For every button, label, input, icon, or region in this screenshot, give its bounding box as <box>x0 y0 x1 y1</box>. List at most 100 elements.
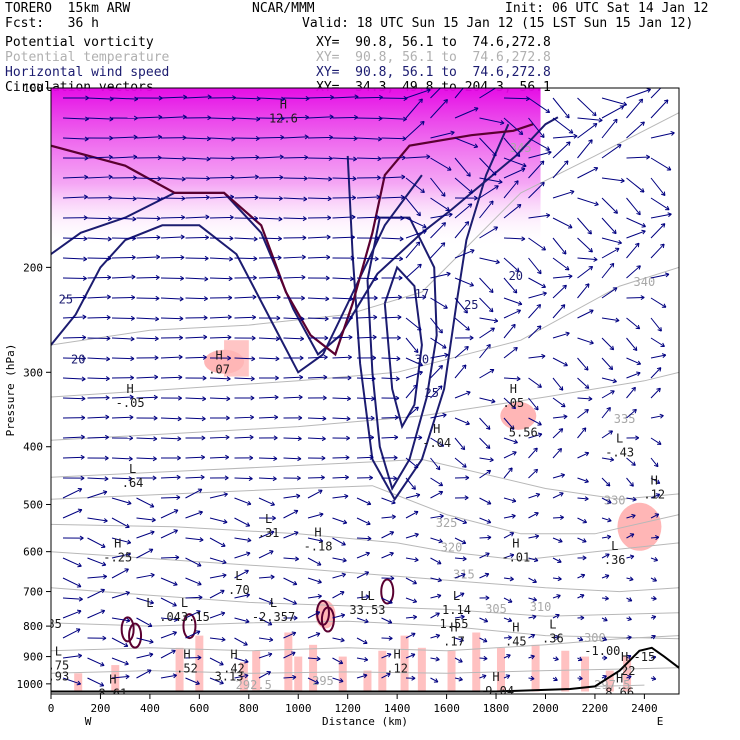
extremum-value: -9.04 <box>478 684 514 698</box>
circulation-vector <box>234 176 259 179</box>
circulation-vector <box>111 637 129 647</box>
vector-head <box>132 235 137 241</box>
circulation-vector <box>234 552 251 559</box>
extremum-value: .64 <box>122 476 144 490</box>
circulation-vector <box>332 657 343 664</box>
circulation-vector <box>283 437 302 440</box>
vector-head <box>448 212 453 218</box>
circulation-vector <box>479 297 494 313</box>
vector-head <box>199 537 204 543</box>
vector-head <box>206 156 211 162</box>
vector-head <box>570 189 575 195</box>
model-title: TORERO 15km ARW <box>5 1 131 16</box>
circulation-vector <box>552 304 566 319</box>
circulation-vector <box>503 168 526 179</box>
vector-head <box>461 364 467 369</box>
vector-head <box>371 396 376 402</box>
vector-head <box>220 611 226 617</box>
vector-head <box>154 355 159 361</box>
circulation-vector <box>503 636 512 639</box>
vector-head <box>180 254 185 260</box>
extremum-mark: H <box>109 673 116 687</box>
vector-head <box>345 455 350 461</box>
vector-head <box>245 592 250 598</box>
extremum-value: -.04 <box>422 436 451 450</box>
circulation-vector <box>405 632 416 639</box>
vector-head <box>443 99 448 104</box>
circulation-vector <box>111 217 137 220</box>
vector-head <box>123 642 129 648</box>
vector-head <box>77 487 83 493</box>
vector-head <box>564 266 570 271</box>
circulation-vector <box>160 417 182 420</box>
vector-head <box>578 636 584 642</box>
vector-head <box>635 435 640 441</box>
circulation-vector <box>405 317 422 331</box>
vector-head <box>173 581 178 586</box>
circulation-vector <box>87 97 114 100</box>
vector-head <box>154 336 159 342</box>
circulation-vector <box>528 655 535 659</box>
vector-head <box>108 174 113 180</box>
circulation-vector <box>430 437 444 447</box>
vector-head <box>555 613 560 619</box>
vector-head <box>328 155 333 161</box>
circulation-vector <box>479 257 500 264</box>
circulation-vector <box>528 355 546 359</box>
circulation-vector <box>430 491 443 499</box>
vector-head <box>459 637 464 643</box>
vector-head <box>325 296 330 302</box>
vector-head <box>177 416 182 422</box>
vector-head <box>492 151 497 157</box>
theta-contour <box>51 458 679 500</box>
vector-head <box>532 578 537 584</box>
vector-head <box>364 618 369 624</box>
vector-head <box>489 457 494 463</box>
circulation-vector <box>160 631 177 639</box>
circulation-vector <box>234 377 255 380</box>
circulation-vector <box>307 297 329 300</box>
circulation-vector <box>258 576 275 579</box>
vector-head <box>129 394 134 400</box>
circulation-vector <box>307 657 321 660</box>
vector-head <box>303 175 308 181</box>
circulation-vector <box>87 357 110 360</box>
vector-head <box>631 461 636 466</box>
circulation-vector <box>185 557 202 567</box>
vector-head <box>414 406 419 412</box>
circulation-vector <box>136 574 155 579</box>
vector-head <box>131 274 136 280</box>
vector-head <box>641 223 646 228</box>
vector-head <box>534 405 539 411</box>
init-time: Init: 06 UTC Sat 14 Jan 12 <box>505 1 709 16</box>
pink-streak <box>417 647 426 692</box>
vector-head <box>509 532 515 537</box>
circulation-vector <box>503 497 517 502</box>
pink-patch <box>204 349 245 374</box>
vector-head <box>183 94 188 100</box>
extremum-mark: L <box>611 539 618 553</box>
vector-head <box>133 154 138 160</box>
pink-streak <box>111 665 120 692</box>
circulation-vector <box>552 448 562 459</box>
vector-head <box>540 133 545 138</box>
vector-head <box>499 88 501 89</box>
circulation-vector <box>577 537 587 543</box>
circulation-vector <box>430 222 446 239</box>
vector-head <box>483 655 488 661</box>
circulation-vector <box>405 230 427 239</box>
wind-speed-contour <box>346 123 510 502</box>
circulation-vector <box>626 121 645 139</box>
extremum-mark: H <box>616 671 623 685</box>
vector-head <box>388 635 393 641</box>
circulation-vector <box>356 436 374 439</box>
circulation-vector <box>454 573 466 579</box>
circulation-vector <box>185 96 212 99</box>
vector-head <box>660 342 665 347</box>
pink-streak <box>447 650 456 692</box>
vector-head <box>132 175 137 181</box>
vector-head <box>197 488 203 493</box>
circulation-vector <box>356 137 382 140</box>
theta-contour <box>51 523 679 561</box>
